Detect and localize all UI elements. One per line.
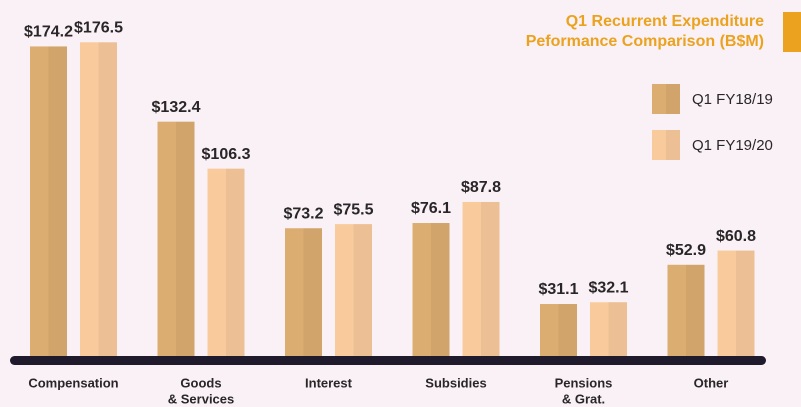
bar	[590, 302, 627, 360]
value-label: $73.2	[283, 205, 323, 222]
x-tick-label: & Grat.	[562, 391, 605, 406]
bar-shade	[303, 228, 322, 360]
bar	[667, 264, 705, 360]
value-label: $106.3	[202, 146, 251, 163]
legend-label: Q1 FY18/19	[692, 91, 773, 108]
x-tick-label: Interest	[305, 375, 353, 390]
bar-shade	[686, 264, 705, 360]
bar	[412, 223, 450, 360]
bar	[717, 250, 755, 360]
legend-swatch	[652, 130, 680, 160]
value-label: $87.8	[461, 179, 501, 196]
x-tick-label: Subsidies	[425, 375, 486, 390]
bar	[80, 42, 117, 361]
bar-shade	[98, 42, 117, 361]
legend-swatch-shade	[666, 84, 680, 114]
x-tick-label: Goods	[180, 375, 221, 390]
bar	[540, 304, 577, 360]
bar	[335, 224, 372, 360]
bar-shade	[48, 46, 67, 360]
title-accent	[783, 12, 801, 52]
chart-title: Q1 Recurrent Expenditure	[566, 13, 764, 30]
bar-shade	[481, 201, 500, 360]
x-tick-label: & Services	[168, 391, 235, 406]
bar	[462, 201, 500, 360]
x-tick-label: Compensation	[28, 375, 118, 390]
bar-shade	[558, 304, 577, 360]
bar-shade	[431, 223, 450, 360]
value-label: $32.1	[588, 279, 628, 296]
bar-shade	[176, 121, 195, 361]
bar-shade	[226, 168, 245, 360]
value-label: $132.4	[152, 99, 201, 116]
value-label: $176.5	[74, 20, 123, 37]
value-label: $31.1	[538, 281, 578, 298]
axis-line	[10, 356, 766, 365]
bar	[285, 228, 322, 360]
chart-title: Peformance Comparison (B$M)	[526, 33, 764, 50]
x-tick-label: Pensions	[555, 375, 613, 390]
legend-swatch-shade	[666, 130, 680, 160]
bar	[207, 168, 245, 360]
legend-swatch	[652, 84, 680, 114]
value-label: $76.1	[411, 200, 451, 217]
legend-label: Q1 FY19/20	[692, 137, 773, 154]
value-label: $60.8	[716, 228, 756, 245]
bar	[30, 46, 67, 360]
value-label: $52.9	[666, 242, 706, 259]
value-label: $75.5	[333, 201, 373, 218]
bar-shade	[736, 250, 755, 360]
bar-shade	[353, 224, 372, 360]
value-label: $174.2	[24, 24, 73, 41]
bar	[157, 121, 195, 361]
bar-shade	[608, 302, 627, 360]
x-tick-label: Other	[694, 375, 729, 390]
